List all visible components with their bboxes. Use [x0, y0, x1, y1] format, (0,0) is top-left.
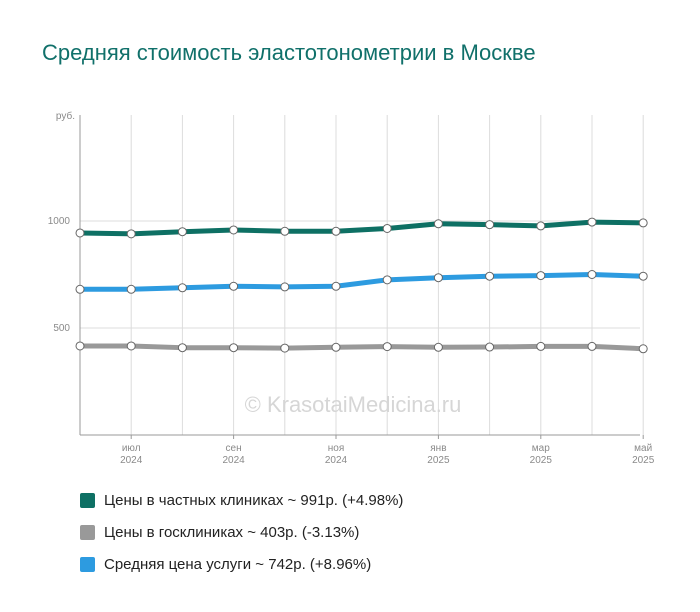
data-point-average	[229, 281, 239, 291]
data-point-private	[331, 226, 341, 236]
y-tick-label: 1000	[48, 216, 71, 227]
axes: 1000500руб.июл2024сен2024ноя2024янв2025м…	[48, 110, 655, 466]
data-point-public	[485, 342, 495, 352]
data-point-public	[433, 342, 443, 352]
data-point-private	[536, 221, 546, 231]
data-point-public	[331, 342, 341, 352]
data-point-private	[75, 228, 85, 238]
x-tick-year: 2025	[427, 455, 450, 466]
data-point-public	[177, 343, 187, 353]
watermark-text: © KrasotaiMedicina.ru	[245, 392, 462, 417]
data-point-average	[587, 270, 597, 279]
x-tick-year: 2024	[222, 455, 245, 466]
data-point-private	[177, 227, 187, 237]
legend-label-public: Цены в госклиниках ~ 403р. (-3.13%)	[104, 523, 360, 541]
chart-area: 1000500руб.июл2024сен2024ноя2024янв2025м…	[48, 110, 655, 466]
data-point-average	[331, 281, 341, 291]
legend-item-public[interactable]: Цены в госклиниках ~ 403р. (-3.13%)	[80, 516, 403, 548]
data-point-private	[433, 219, 443, 229]
legend-item-average[interactable]: Средняя цена услуги ~ 742р. (+8.96%)	[80, 548, 403, 580]
legend-swatch-public	[80, 524, 95, 540]
data-point-private	[382, 223, 392, 233]
data-point-private	[229, 225, 239, 235]
legend-item-private[interactable]: Цены в частных клиниках ~ 991р. (+4.98%)	[80, 484, 403, 516]
data-point-average	[638, 271, 648, 281]
x-tick-year: 2025	[632, 455, 655, 466]
y-unit-label: руб.	[56, 110, 75, 122]
data-point-private	[485, 220, 495, 230]
x-tick-year: 2024	[325, 455, 348, 466]
data-point-average	[126, 284, 136, 294]
data-point-public	[587, 341, 597, 351]
data-point-private	[280, 226, 290, 236]
x-tick-month: мар	[532, 443, 550, 454]
data-point-public	[280, 343, 290, 353]
data-point-average	[382, 275, 392, 285]
data-point-public	[536, 341, 546, 351]
x-tick-month: июл	[122, 443, 141, 454]
data-point-average	[75, 284, 85, 294]
series-line-average	[77, 272, 646, 292]
data-point-public	[638, 344, 648, 354]
legend-swatch-average	[80, 556, 95, 572]
x-tick-year: 2024	[120, 455, 143, 466]
x-tick-month: сен	[226, 443, 242, 454]
y-tick-label: 500	[53, 323, 70, 334]
x-tick-month: ноя	[328, 443, 345, 454]
x-tick-month: янв	[430, 443, 446, 454]
data-point-public	[126, 341, 136, 351]
data-point-private	[587, 217, 597, 227]
series-line-private	[77, 219, 646, 237]
legend-label-average: Средняя цена услуги ~ 742р. (+8.96%)	[104, 555, 372, 573]
data-point-private	[638, 218, 648, 228]
x-tick-month: май	[634, 443, 652, 454]
data-point-average	[280, 282, 290, 292]
data-point-average	[485, 271, 495, 281]
data-point-public	[229, 343, 239, 353]
legend-label-private: Цены в частных клиниках ~ 991р. (+4.98%)	[104, 491, 404, 509]
data-point-public	[382, 342, 392, 352]
x-tick-year: 2025	[530, 455, 553, 466]
data-point-private	[126, 229, 136, 239]
data-point-public	[75, 341, 85, 351]
series-line-public	[77, 343, 646, 352]
data-point-average	[433, 273, 443, 283]
data-point-average	[177, 283, 187, 293]
legend: Цены в частных клиниках ~ 991р. (+4.98%)…	[80, 484, 403, 580]
legend-swatch-private	[80, 492, 95, 508]
series	[75, 217, 648, 354]
chart-title: Средняя стоимость эластотонометрии в Мос…	[42, 40, 536, 65]
data-point-average	[536, 271, 546, 281]
